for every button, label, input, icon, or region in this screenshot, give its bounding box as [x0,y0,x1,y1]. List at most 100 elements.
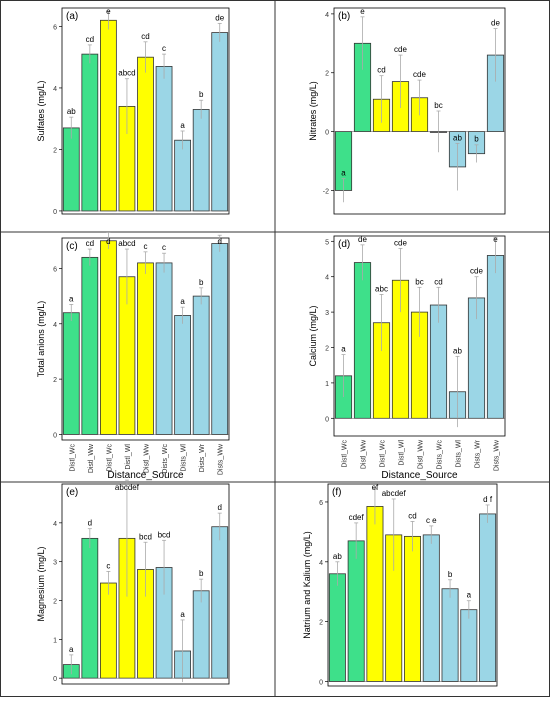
bar [353,262,372,419]
bar [62,127,80,212]
significance-letter: cd [408,511,416,520]
x-tick-label: Dists_Wc [437,440,444,470]
y-tick-label: 2 [53,599,57,606]
x-tick-label: Dists_Ww [218,443,225,475]
x-tick-label: Dists_Ww [494,439,501,471]
panel-label: (e) [66,487,78,498]
x-tick-label: Distl_Ww [418,439,425,469]
significance-letter: a [341,169,346,178]
x-tick-label: Distl_Wc [342,440,349,468]
y-tick-label: 4 [53,521,57,528]
bar [137,56,154,212]
panel-label: (d) [338,239,350,250]
significance-letter: ab [453,133,462,142]
significance-letter: b [199,569,204,578]
significance-letter: abcd [118,69,135,78]
y-tick-label: 0 [53,209,57,216]
significance-letter: b [448,570,453,579]
significance-letter: ef [372,483,379,492]
y-tick-label: 0 [319,680,323,687]
x-axis-label: Distance_Source [107,470,184,481]
y-axis-label: Total anions (mg/L) [36,301,46,378]
x-tick-label: Dists_Wr [199,443,206,472]
bar [192,590,210,679]
significance-letter: e [106,7,111,16]
y-tick-label: 2 [325,346,329,353]
bar [328,573,346,682]
significance-letter: d [217,237,221,246]
x-tick-label: Dists_Wl [181,444,188,472]
bar [100,19,117,212]
significance-letter: cd [86,35,94,44]
y-tick-label: 0 [53,676,57,683]
significance-letter: d [88,519,92,528]
significance-letter: bc [434,101,442,110]
significance-letter: b [199,90,204,99]
plot-frame [333,235,506,437]
plot-frame [61,483,230,685]
bar [211,32,229,212]
significance-letter: bcd [158,530,171,539]
significance-letter: c [106,561,110,570]
chart-panel: (e) 0 1 2 3 4 Magnesium (mg/L) a d c abcdef bcd bcd a… [36,479,230,685]
y-tick-label: 1 [325,381,329,388]
bar [174,315,191,435]
panel-label: (c) [66,241,78,252]
bar [404,535,421,682]
bar [81,256,99,435]
y-tick-label: 2 [319,620,323,627]
bar [211,526,229,679]
significance-letter: abcdef [115,483,140,492]
chart-panel: (d) 0 1 2 3 4 5 Calcium (mg/L) a Distl_Wc de Distl_… [308,235,506,481]
significance-letter: de [215,13,224,22]
significance-letter: c [162,44,166,53]
y-tick-label: 4 [53,86,57,93]
y-tick-label: 3 [53,560,57,567]
y-axis-label: Calcium (mg/L) [308,305,318,366]
significance-letter: cd [434,277,442,286]
y-tick-label: 1 [53,637,57,644]
significance-letter: cde [470,267,483,276]
y-tick-label: 2 [53,377,57,384]
significance-letter: cde [413,70,426,79]
bar [155,262,173,435]
x-axis-label: Distance_Source [381,470,458,481]
significance-letter: c [144,242,148,251]
x-tick-label: Distl_Wc [380,440,387,468]
y-tick-label: 6 [53,24,57,31]
x-tick-label: Distl_Wl [125,444,132,470]
significance-letter: a [180,121,185,130]
significance-letter: ab [67,107,76,116]
significance-letter: abcd [118,239,135,248]
significance-letter: b [199,278,204,287]
bar [486,255,505,419]
significance-letter: de [491,19,500,28]
bar [441,588,459,682]
bar [174,139,191,212]
x-tick-label: Distl_Ww [88,443,95,473]
significance-letter: bc [415,277,423,286]
y-tick-label: 0 [53,432,57,439]
y-tick-label: -2 [323,188,329,195]
significance-letter: cdef [349,513,365,522]
panel-label: (f) [332,487,341,498]
y-tick-label: 4 [325,12,329,19]
significance-letter: a [69,645,74,654]
significance-letter: c [162,243,166,252]
bar [366,506,384,682]
significance-letter: cd [377,66,385,75]
bar [81,53,99,212]
bar [62,312,80,435]
bar [211,243,229,435]
bar [422,534,440,682]
bar [192,295,210,435]
y-tick-label: 4 [53,322,57,329]
x-tick-label: Dists_Wc [162,444,169,474]
significance-letter: a [467,591,472,600]
significance-letter: d [217,503,221,512]
bar [479,513,497,682]
